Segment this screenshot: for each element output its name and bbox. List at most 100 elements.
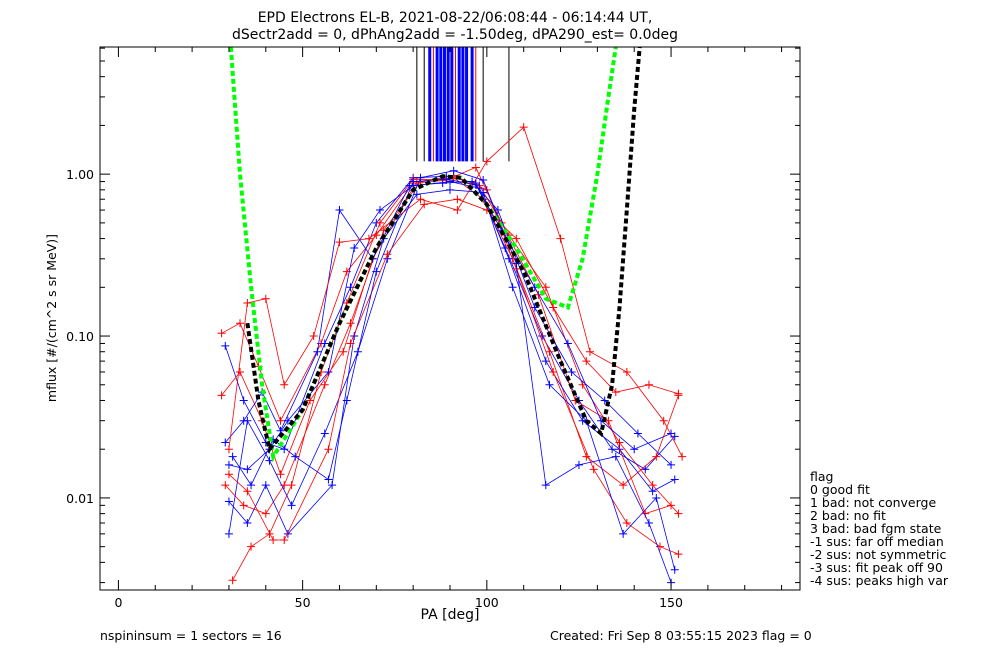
point-red-4-11 xyxy=(534,290,543,299)
point-blue-1-13 xyxy=(608,445,617,454)
point-red-6-2 xyxy=(269,535,278,544)
point-blue-2-14 xyxy=(648,487,657,496)
point-red-2-4 xyxy=(306,396,314,405)
point-blue-5-14 xyxy=(644,519,653,528)
point-blue-3-0 xyxy=(224,497,233,506)
legend-entry: -3 sus: fit peak off 90 xyxy=(810,560,943,575)
series-line-red-6 xyxy=(228,198,679,541)
series-line-blue-5 xyxy=(228,170,672,583)
point-blue-5-7 xyxy=(416,173,425,182)
point-blue-6-0 xyxy=(228,452,237,461)
point-blue-6-7 xyxy=(409,177,418,186)
point-red-5-14 xyxy=(659,416,668,425)
point-blue-2-6 xyxy=(376,206,384,215)
point-blue-4-12 xyxy=(567,367,576,376)
x-tick-label: 150 xyxy=(659,595,683,610)
y-tick-label: 1.00 xyxy=(66,167,94,182)
point-blue-5-0 xyxy=(224,529,233,538)
point-red-5-1 xyxy=(243,298,252,307)
point-red-4-6 xyxy=(376,218,384,227)
point-red-5-4 xyxy=(309,332,318,341)
point-blue-6-8 xyxy=(442,175,451,184)
point-red-6-1 xyxy=(243,487,252,496)
point-red-6-3 xyxy=(280,535,289,544)
series-line-red-2 xyxy=(221,177,679,486)
point-red-2-13 xyxy=(619,481,628,490)
point-blue-4-13 xyxy=(600,396,609,405)
point-red-5-9 xyxy=(482,157,491,166)
point-red-6-6 xyxy=(383,250,392,259)
point-red-4-15 xyxy=(667,501,676,510)
point-red-5-13 xyxy=(622,367,631,376)
footer-left: nspininsum = 1 sectors = 16 xyxy=(100,628,282,643)
point-blue-2-0 xyxy=(224,460,233,469)
point-red-5-15 xyxy=(678,452,687,461)
point-blue-5-1 xyxy=(243,416,252,425)
legend-entry: -2 sus: not symmetric xyxy=(810,547,946,562)
point-red-3-12 xyxy=(589,465,598,474)
point-blue-4-0 xyxy=(221,438,230,447)
point-red-2-0 xyxy=(217,391,226,400)
point-blue-3-2 xyxy=(261,481,270,490)
point-red-4-3 xyxy=(287,481,296,490)
point-red-3-5 xyxy=(346,319,355,328)
point-blue-5-8 xyxy=(449,166,458,175)
point-blue-1-0 xyxy=(221,341,230,350)
point-red-3-2 xyxy=(261,509,270,518)
point-blue-4-8 xyxy=(438,179,447,188)
y-tick-label: 0.10 xyxy=(66,329,94,344)
plot-frame xyxy=(99,46,801,591)
legend-title: flag xyxy=(810,469,833,484)
point-red-6-13 xyxy=(611,388,620,397)
point-red-1-0 xyxy=(217,329,226,338)
point-red-3-0 xyxy=(221,481,230,490)
point-red-5-7 xyxy=(416,195,425,204)
point-blue-3-4 xyxy=(328,481,337,490)
point-blue-3-1 xyxy=(243,519,252,528)
series-line-blue-3 xyxy=(228,189,676,570)
point-blue-6-15 xyxy=(667,429,676,438)
point-red-2-1 xyxy=(236,367,244,376)
point-red-5-11 xyxy=(556,234,565,243)
point-blue-6-12 xyxy=(563,339,572,348)
point-blue-2-1 xyxy=(243,465,252,474)
series-line-blue-2 xyxy=(228,181,675,492)
point-red-6-14 xyxy=(644,380,653,389)
point-red-3-11 xyxy=(549,367,558,376)
point-blue-2-11 xyxy=(541,357,550,366)
point-blue-2-5 xyxy=(350,243,359,252)
chart-title: EPD Electrons EL-B, 2021-08-22/06:08:44 … xyxy=(258,10,653,26)
point-blue-1-3 xyxy=(280,445,289,454)
point-blue-5-9 xyxy=(479,176,488,185)
series-line-red-5 xyxy=(228,126,683,457)
point-blue-1-1 xyxy=(239,396,248,405)
point-blue-3-14 xyxy=(652,493,661,502)
point-blue-6-3 xyxy=(291,452,300,461)
point-red-1-3 xyxy=(276,416,285,425)
legend: flag 0 good fit 1 bad: not converge 2 ba… xyxy=(810,469,949,588)
x-tick-label: 100 xyxy=(475,595,499,610)
point-red-1-1 xyxy=(236,319,244,328)
point-blue-3-11 xyxy=(545,380,554,389)
point-red-6-15 xyxy=(674,389,683,398)
point-blue-4-11 xyxy=(530,303,539,312)
legend-entry: 3 bad: bad fgm state xyxy=(810,521,942,536)
x-tick-label: 50 xyxy=(295,595,311,610)
point-red-3-4 xyxy=(320,380,329,389)
point-red-5-2 xyxy=(261,294,270,303)
point-blue-5-4 xyxy=(320,429,329,438)
x-axis-label: PA [deg] xyxy=(421,607,480,623)
point-red-6-0 xyxy=(224,470,233,479)
point-red-6-7 xyxy=(420,200,429,209)
x-tick-label: 0 xyxy=(114,595,122,610)
point-blue-6-9 xyxy=(471,180,480,189)
green-fit xyxy=(228,47,618,463)
point-blue-3-7 xyxy=(412,190,421,199)
y-tick-label: 0.01 xyxy=(66,491,94,506)
chart-subtitle: dSectr2add = 0, dPhAng2add = -1.50deg, d… xyxy=(232,27,678,43)
point-blue-4-5 xyxy=(335,206,344,215)
point-red-6-10 xyxy=(512,234,521,243)
series-line-red-1 xyxy=(221,179,679,514)
point-blue-5-12 xyxy=(574,460,583,469)
